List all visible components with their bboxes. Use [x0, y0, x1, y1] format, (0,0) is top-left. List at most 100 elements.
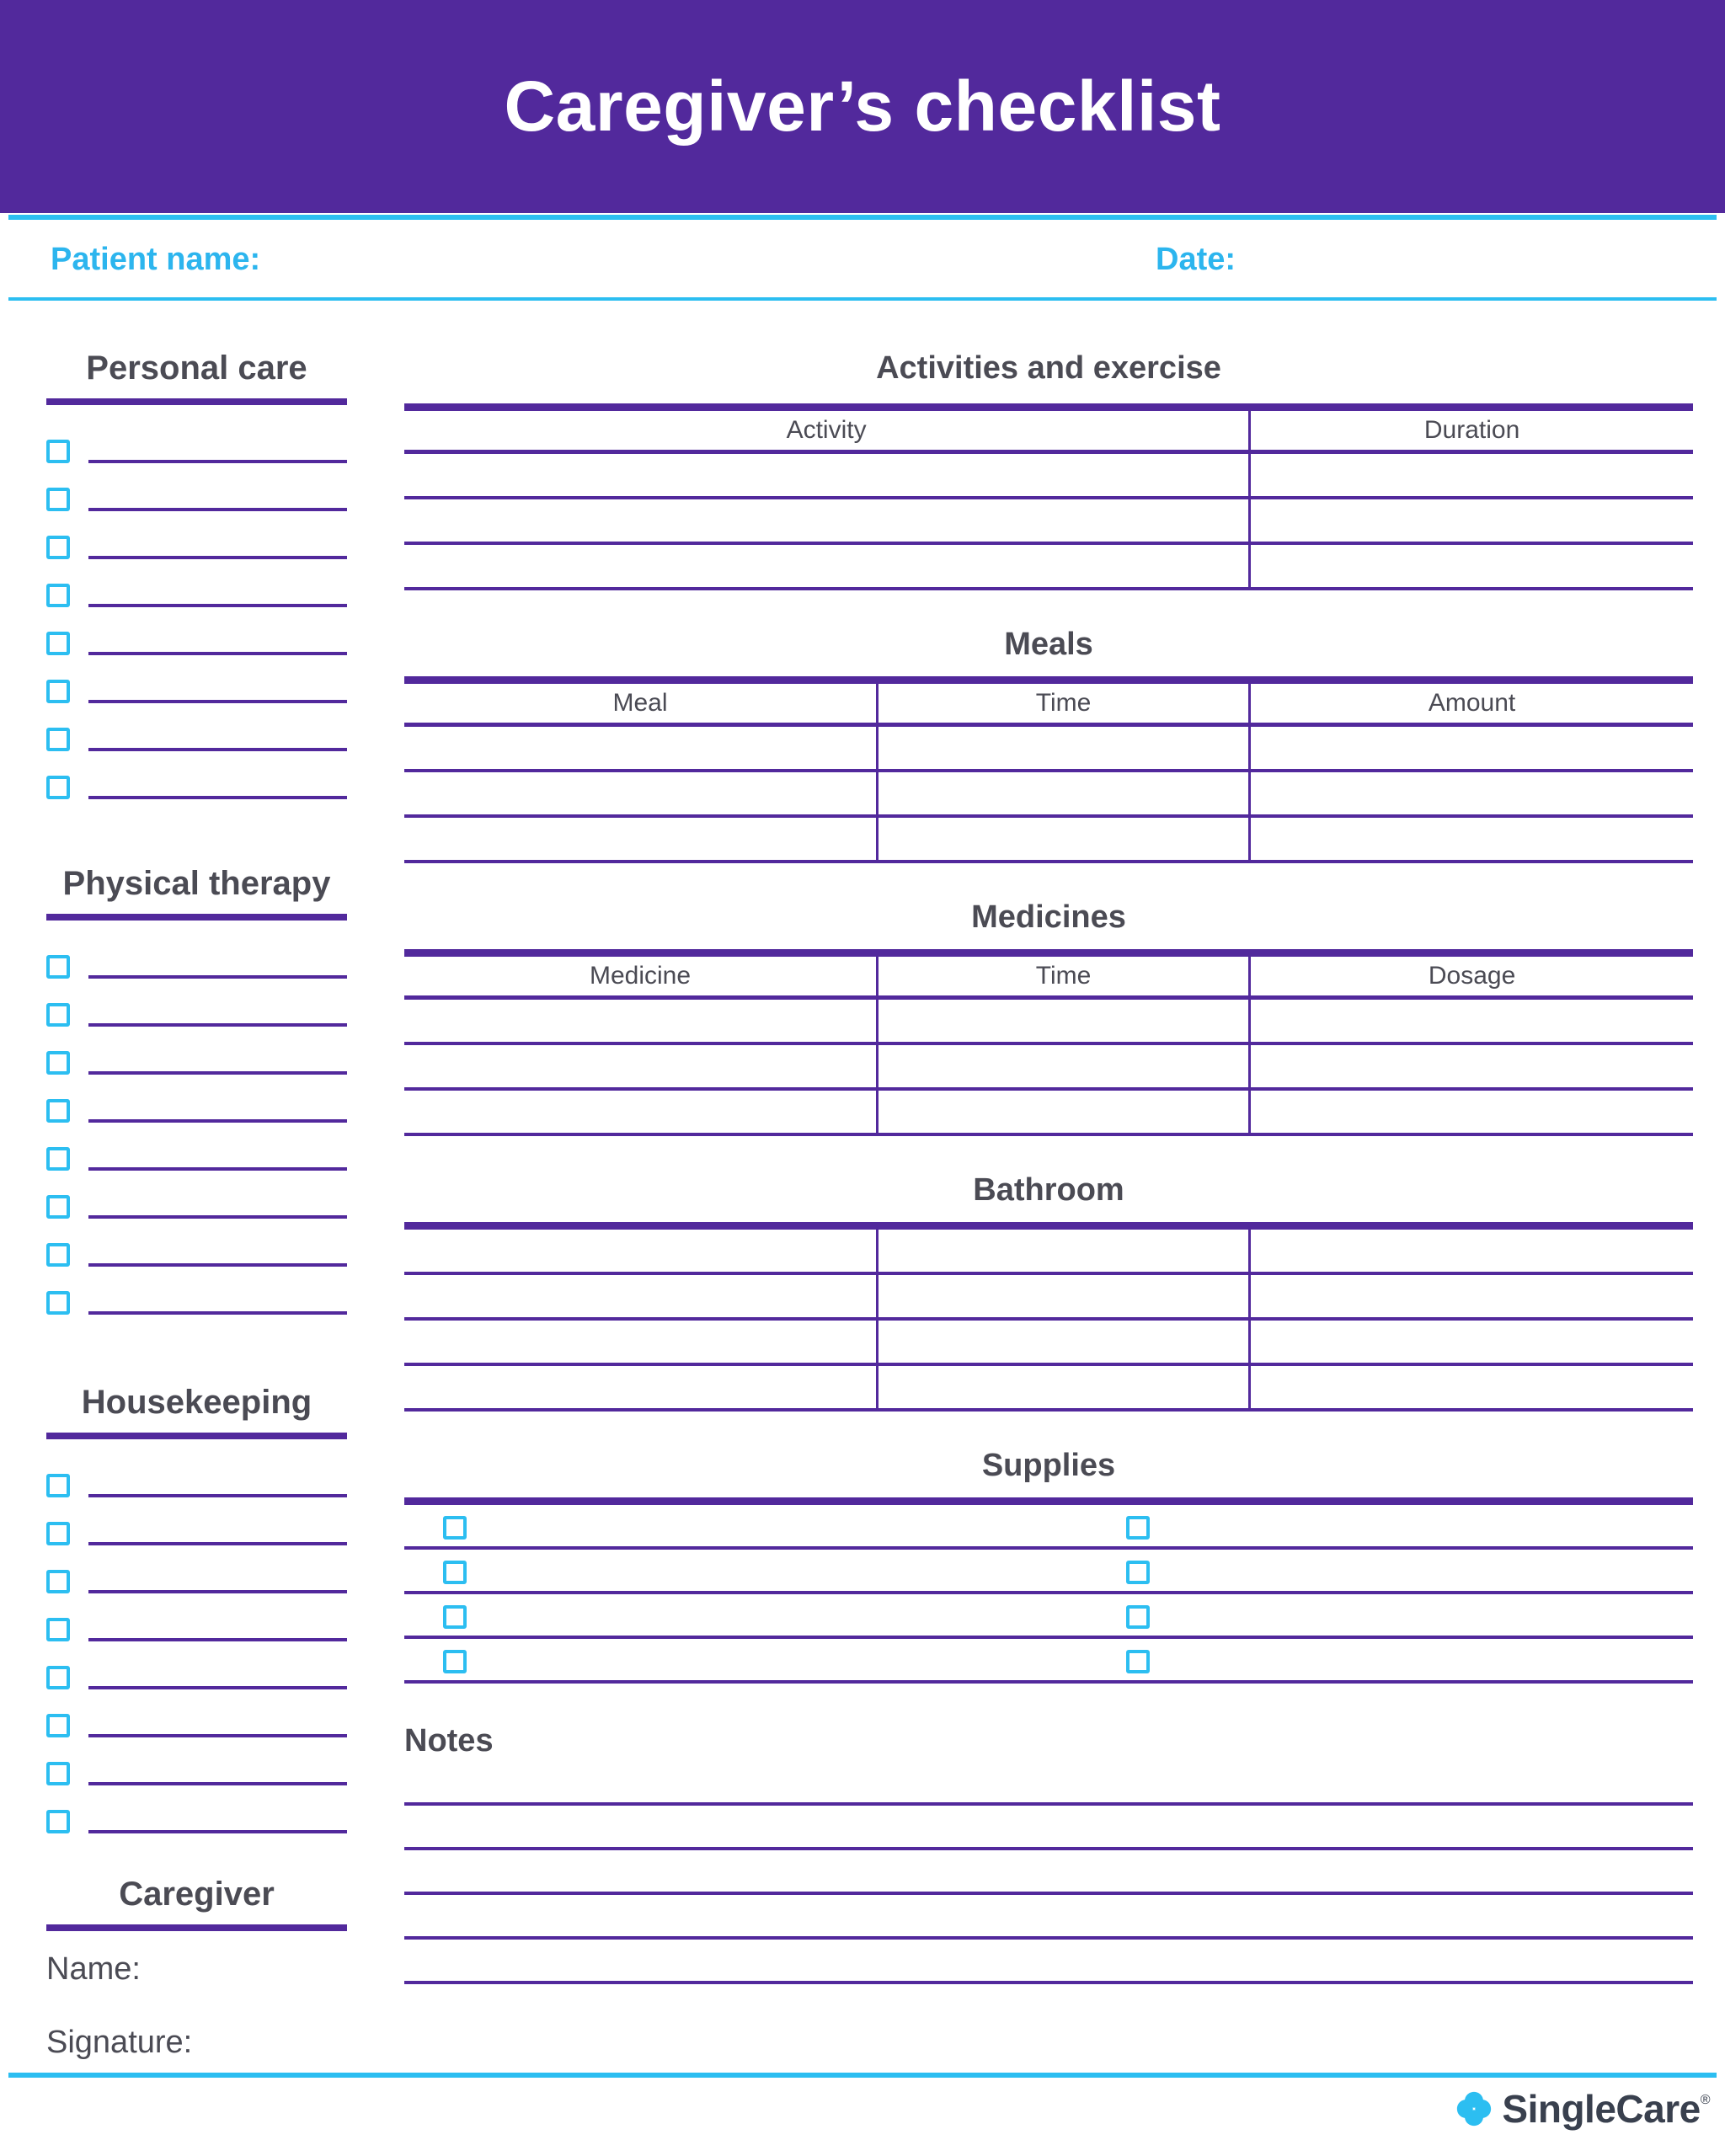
column-header: Activity [404, 411, 1249, 454]
checkbox[interactable] [46, 1147, 70, 1171]
page-content: Personal care Physical therapy [0, 301, 1725, 2061]
checkbox[interactable] [443, 1605, 467, 1629]
checkbox[interactable] [1125, 1605, 1150, 1629]
checkbox[interactable] [46, 776, 70, 799]
write-line [88, 700, 347, 703]
checkbox[interactable] [46, 488, 70, 511]
table-cell [404, 1091, 876, 1136]
checkbox[interactable] [46, 1051, 70, 1075]
checkbox[interactable] [46, 1762, 70, 1785]
patient-divider [8, 297, 1717, 301]
column-header: Medicine [404, 957, 876, 1000]
medicines-table: Medicine Time Dosage [404, 949, 1693, 1136]
table-cell [404, 454, 1249, 499]
check-row [46, 1689, 347, 1737]
checkbox[interactable] [46, 1243, 70, 1267]
bathroom-table [404, 1222, 1693, 1412]
check-row [46, 1737, 347, 1785]
page-title: Caregiver’s checklist [504, 67, 1221, 146]
write-line [88, 556, 347, 559]
table-cell [1248, 1230, 1693, 1275]
table-cell [404, 772, 876, 818]
check-row [46, 1075, 347, 1123]
checkbox[interactable] [46, 1810, 70, 1833]
table-cell [404, 1366, 876, 1412]
checkbox[interactable] [443, 1561, 467, 1584]
check-row [46, 979, 347, 1027]
table-row [404, 499, 1693, 545]
table-cell [404, 727, 876, 772]
checkbox[interactable] [46, 1618, 70, 1641]
write-line [404, 1806, 1693, 1850]
table-cell [875, 1321, 1249, 1366]
checkbox[interactable] [46, 1099, 70, 1123]
checkbox[interactable] [46, 1522, 70, 1545]
table-cell [1248, 727, 1693, 772]
checkbox[interactable] [46, 440, 70, 463]
checkbox[interactable] [46, 1291, 70, 1315]
checkbox[interactable] [443, 1516, 467, 1540]
check-row [46, 1123, 347, 1171]
checkbox[interactable] [1125, 1561, 1150, 1584]
table-row [404, 772, 1693, 818]
write-line [404, 1761, 1693, 1806]
table-cell [875, 1045, 1249, 1091]
write-line [88, 1119, 347, 1123]
table-cell [1248, 499, 1693, 545]
checkbox[interactable] [46, 728, 70, 751]
check-row [46, 511, 347, 559]
check-row [46, 1219, 347, 1267]
write-line [88, 975, 347, 979]
brand-logo: SingleCare® [15, 2086, 1711, 2132]
section-medicines: Medicines Medicine Time Dosage [404, 897, 1693, 1136]
table-cell [875, 1230, 1249, 1275]
table-cell [404, 1230, 876, 1275]
supply-row [404, 1594, 1693, 1639]
column-header: Amount [1248, 684, 1693, 727]
patient-row: Patient name: Date: [0, 220, 1725, 297]
brand-name: SingleCare® [1502, 2087, 1710, 2131]
checkbox[interactable] [46, 1666, 70, 1689]
top-divider [8, 215, 1717, 220]
table-row [404, 1275, 1693, 1321]
check-row [46, 1497, 347, 1545]
table-cell [404, 1045, 876, 1091]
checkbox[interactable] [46, 584, 70, 607]
checkbox[interactable] [1125, 1650, 1150, 1673]
section-activities: Activities and exercise Activity Duratio… [404, 348, 1693, 590]
checkbox[interactable] [46, 1474, 70, 1497]
section-bathroom: Bathroom [404, 1170, 1693, 1412]
section-title: Physical therapy [62, 865, 331, 902]
write-line [88, 1542, 347, 1545]
table-cell [404, 818, 876, 863]
notes-title: Notes [404, 1723, 494, 1758]
column-header: Time [875, 957, 1249, 1000]
table-cell [875, 1366, 1249, 1412]
section-personal-care: Personal care [46, 348, 347, 799]
checkbox[interactable] [1125, 1516, 1150, 1540]
checkbox[interactable] [46, 1195, 70, 1219]
table-cell [1248, 772, 1693, 818]
checkbox[interactable] [46, 1570, 70, 1593]
checkbox[interactable] [46, 955, 70, 979]
write-line [88, 1167, 347, 1171]
table-cell [404, 1321, 876, 1366]
write-line [88, 460, 347, 463]
checkbox[interactable] [443, 1650, 467, 1673]
check-row [46, 1027, 347, 1075]
checkbox[interactable] [46, 680, 70, 703]
section-notes: Notes [404, 1721, 1693, 1984]
section-title: Housekeeping [81, 1384, 312, 1421]
section-title: Personal care [86, 350, 307, 387]
checkbox[interactable] [46, 632, 70, 655]
checkbox[interactable] [46, 1714, 70, 1737]
caregiver-name-label: Name: [46, 1951, 141, 1987]
caregiver-signature-label: Signature: [46, 2025, 193, 2060]
checkbox[interactable] [46, 536, 70, 559]
table-cell [1248, 545, 1693, 590]
section-title: Bathroom [973, 1172, 1124, 1208]
table-cell [1248, 1045, 1693, 1091]
write-line [88, 1590, 347, 1593]
table-row [404, 1230, 1693, 1275]
checkbox[interactable] [46, 1003, 70, 1027]
